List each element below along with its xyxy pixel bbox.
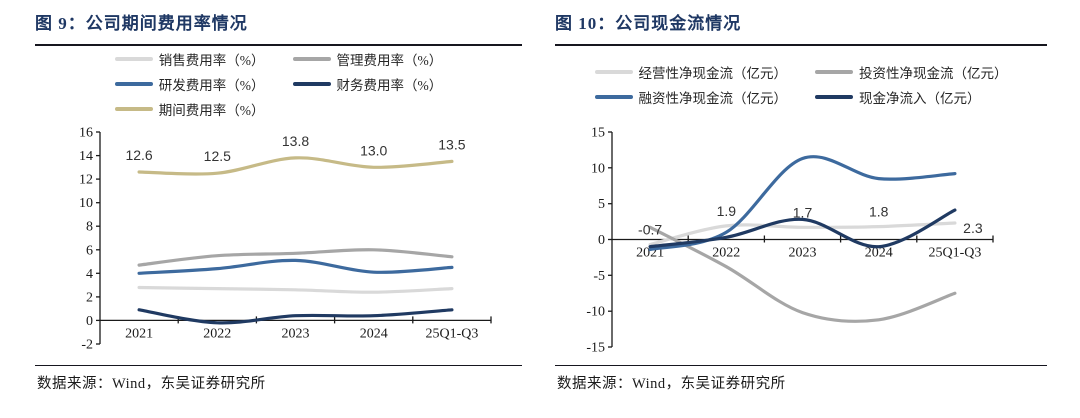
- y-tick-label: 6: [86, 244, 93, 259]
- legend-line-swatch: [594, 69, 633, 74]
- data-label: 12.6: [125, 147, 152, 163]
- legend-item-1: 投资性净现金流（亿元）: [815, 62, 1008, 82]
- series-line-2: [137, 259, 454, 276]
- figure-10-source: 数据来源：Wind，东吴证券研究所: [557, 376, 786, 393]
- legend-label: 融资性净现金流（亿元）: [638, 90, 788, 106]
- figure-10-title-rule: [555, 44, 1047, 47]
- x-category-label: 2022: [203, 327, 231, 342]
- figure-9-panel: 图 9：公司期间费用率情况 销售费用率（%） 管理费用率（%） 研发费用率（%） 财务…: [35, 13, 522, 393]
- y-tick-label: -5: [593, 269, 605, 284]
- x-category-label: 2024: [360, 327, 388, 342]
- series-line-1: [137, 248, 454, 267]
- y-tick-label: 8: [86, 220, 93, 235]
- figure-10-legend: 经营性净现金流（亿元） 投资性净现金流（亿元） 融资性净现金流（亿元） 现金净流入（亿…: [555, 48, 1047, 120]
- legend-line-swatch: [114, 107, 153, 112]
- y-tick-label: -2: [81, 338, 93, 353]
- legend-label: 管理费用率（%）: [336, 53, 443, 69]
- figure-9-line-chart: -2 0 2 4 6 8 10 12 14 16 2021 2022 2023 2024 25Q1-Q3 12…: [79, 126, 492, 353]
- y-tick-label: 14: [79, 149, 93, 164]
- figure-9-title: 图 9：公司期间费用率情况: [35, 14, 248, 33]
- x-category-label: 25Q1-Q3: [928, 246, 981, 261]
- figure-9-legend: 销售费用率（%） 管理费用率（%） 研发费用率（%） 财务费用率（%） 期间费用率（%）: [35, 48, 522, 120]
- legend-item-0: 经营性净现金流（亿元）: [594, 62, 788, 82]
- x-category-label: 2023: [789, 246, 817, 261]
- x-category-label: 25Q1-Q3: [425, 327, 478, 342]
- legend-item-4: 期间费用率（%）: [114, 99, 265, 119]
- data-label: 1.9: [717, 203, 737, 219]
- y-tick-label: 4: [86, 267, 93, 282]
- series-line-3: [137, 308, 454, 325]
- legend-line-swatch: [292, 57, 331, 62]
- legend-line-swatch: [292, 82, 331, 87]
- series-line-0: [648, 221, 957, 247]
- data-label: 13.8: [282, 133, 309, 149]
- legend-label: 研发费用率（%）: [158, 78, 265, 94]
- legend-label: 财务费用率（%）: [336, 78, 443, 94]
- y-tick-label: 0: [598, 233, 605, 248]
- x-category-label: 2022: [712, 246, 740, 261]
- x-category-label: 2024: [865, 246, 893, 261]
- legend-line-swatch: [815, 69, 853, 74]
- legend-line-swatch: [114, 57, 153, 62]
- y-tick-label: 5: [598, 197, 605, 212]
- y-tick-label: -10: [586, 305, 605, 320]
- y-tick-label: 0: [86, 314, 93, 329]
- data-label: 2.3: [963, 220, 983, 236]
- report-figures-row: 图 9：公司期间费用率情况 销售费用率（%） 管理费用率（%） 研发费用率（%） 财务…: [35, 13, 1047, 393]
- series-line-4: [137, 156, 454, 176]
- x-category-label: 2021: [125, 327, 153, 342]
- legend-label: 经营性净现金流（亿元）: [638, 65, 788, 81]
- y-tick-label: 15: [591, 126, 605, 141]
- legend-line-swatch: [594, 94, 633, 99]
- legend-label: 销售费用率（%）: [158, 53, 265, 69]
- data-label: -0.7: [638, 222, 662, 238]
- figure-9-title-rule: [35, 44, 522, 47]
- legend-line-swatch: [114, 82, 153, 87]
- figure-9-source-rule: [35, 365, 522, 367]
- y-tick-label: 2: [86, 291, 93, 306]
- y-tick-label: 10: [79, 196, 93, 211]
- y-tick-label: 16: [79, 126, 93, 141]
- legend-line-swatch: [815, 94, 853, 99]
- x-category-label: 2023: [282, 327, 310, 342]
- legend-item-2: 研发费用率（%）: [114, 74, 265, 94]
- series-line-0: [137, 286, 454, 295]
- legend-item-0: 销售费用率（%）: [114, 49, 265, 69]
- data-label: 1.7: [793, 205, 813, 221]
- series-line-1: [648, 225, 957, 324]
- y-tick-label: -15: [586, 341, 605, 356]
- legend-item-3: 财务费用率（%）: [292, 74, 443, 94]
- legend-item-3: 现金净流入（亿元）: [815, 87, 1008, 107]
- y-tick-label: 12: [79, 173, 93, 188]
- series-line-3: [648, 208, 957, 249]
- figure-10-title: 图 10：公司现金流情况: [555, 14, 742, 33]
- figure-10-panel: 图 10：公司现金流情况 经营性净现金流（亿元） 投资性净现金流（亿元） 融资性净现…: [555, 13, 1047, 393]
- data-label: 13.0: [360, 143, 387, 159]
- data-label: 1.8: [869, 204, 889, 220]
- figure-9-source: 数据来源：Wind，东吴证券研究所: [37, 376, 266, 393]
- legend-label: 期间费用率（%）: [158, 103, 265, 119]
- data-label: 13.5: [438, 137, 465, 153]
- y-tick-label: 10: [591, 162, 605, 177]
- data-label: 12.5: [204, 148, 231, 164]
- figure-10-source-rule: [555, 365, 1047, 367]
- legend-item-1: 管理费用率（%）: [292, 49, 443, 69]
- legend-label: 投资性净现金流（亿元）: [859, 65, 1008, 81]
- legend-label: 现金净流入（亿元）: [859, 90, 981, 106]
- legend-item-2: 融资性净现金流（亿元）: [594, 87, 788, 107]
